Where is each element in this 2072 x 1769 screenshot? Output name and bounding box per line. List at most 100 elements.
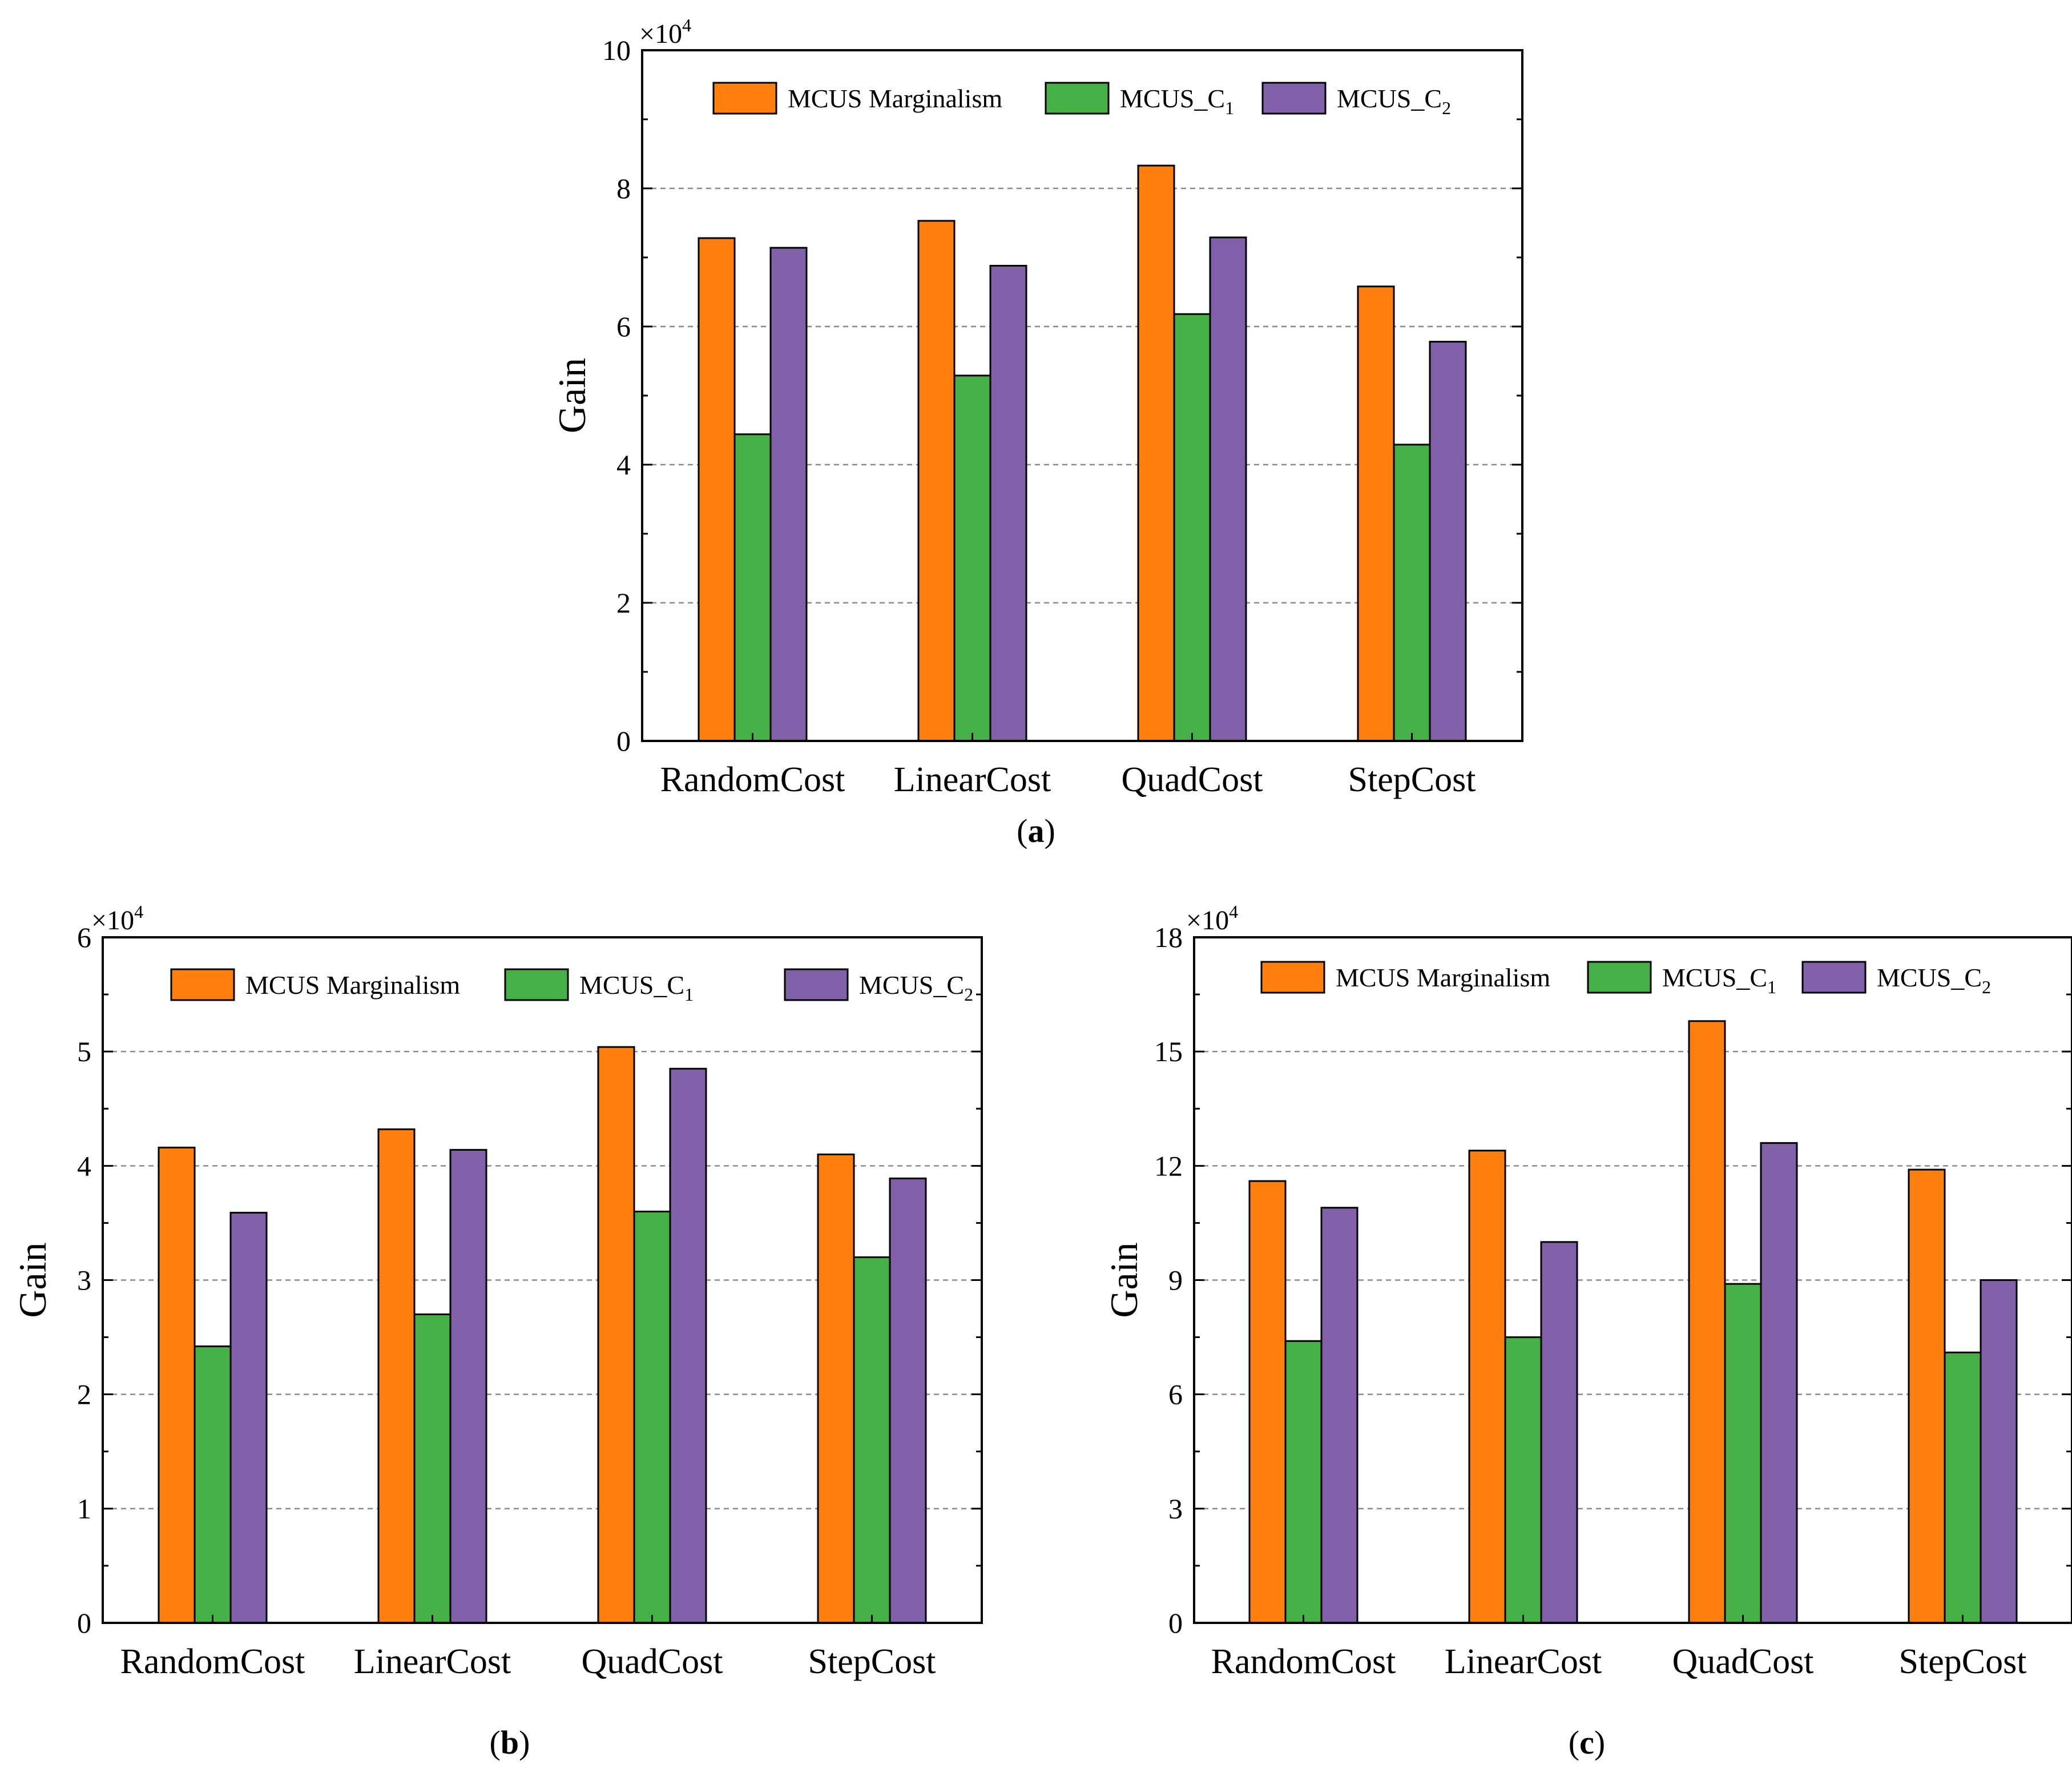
caption-open-paren: ( <box>1569 1724 1579 1761</box>
legend-label-subscript: 2 <box>1982 977 1991 997</box>
legend-label: MCUS_C2 <box>1337 84 1451 118</box>
y-tick-label: 6 <box>616 311 631 342</box>
panel-caption: (a) <box>1017 812 1055 849</box>
bar-mcus-c1-randomcost <box>1284 1340 1323 1624</box>
legend-label: MCUS Marginalism <box>1336 963 1550 992</box>
y-tick-label: 1 <box>77 1493 91 1525</box>
legend-label-subscript: 1 <box>1767 977 1776 997</box>
caption-letter: a <box>1028 812 1045 849</box>
bar-mcus-c2-stepcost <box>1980 1279 2018 1624</box>
bar-mcus-c1-linearcost <box>1504 1336 1542 1624</box>
legend: MCUS Marginalism MCUS_C1 MCUS_C2 <box>170 968 973 1005</box>
caption-close-paren: ) <box>1594 1724 1605 1761</box>
bar-mcus-c1-stepcost <box>1944 1351 1982 1624</box>
bar-mcus-marginalism-linearcost <box>377 1128 416 1624</box>
bar-mcus-c2-linearcost <box>989 265 1027 742</box>
legend-label: MCUS_C2 <box>1877 963 1991 997</box>
y-tick-label: 4 <box>77 1150 91 1182</box>
bar-mcus-marginalism-stepcost <box>1908 1168 1946 1624</box>
y-axis-multiplier: ×104 <box>1186 901 1238 936</box>
legend-swatch <box>504 968 569 1001</box>
plot-frame <box>641 49 1523 742</box>
caption-letter: b <box>501 1724 519 1761</box>
legend-label-subscript: 1 <box>1225 98 1234 118</box>
legend-swatch <box>1260 961 1325 994</box>
legend-label-subscript: 1 <box>684 984 694 1005</box>
y-tick-label: 6 <box>77 921 91 953</box>
multiplier-exponent: 4 <box>134 901 143 922</box>
x-tick-label: QuadCost <box>1122 760 1263 799</box>
bar-mcus-c2-linearcost <box>1540 1241 1578 1624</box>
legend-label: MCUS Marginalism <box>788 84 1002 113</box>
legend-swatch <box>1587 961 1652 994</box>
x-tick-label: LinearCost <box>1445 1642 1602 1681</box>
y-tick-label: 6 <box>1168 1379 1183 1411</box>
legend-label-main: MCUS Marginalism <box>788 84 1002 113</box>
bar-mcus-c2-quadcost <box>1209 236 1247 742</box>
y-axis-multiplier: ×104 <box>91 901 143 936</box>
bar-mcus-c1-linearcost <box>953 374 991 742</box>
plot-frame <box>1193 936 2072 1624</box>
legend-label: MCUS Marginalism <box>245 970 460 1000</box>
bar-mcus-marginalism-quadcost <box>597 1046 635 1624</box>
caption-close-paren: ) <box>519 1724 530 1761</box>
bar-mcus-c2-stepcost <box>1429 341 1467 742</box>
legend-label: MCUS_C1 <box>1120 84 1234 118</box>
bar-mcus-c2-stepcost <box>889 1177 927 1624</box>
legend-label-main: MCUS_C <box>579 970 684 1000</box>
bar-mcus-c1-stepcost <box>1393 444 1431 742</box>
bar-mcus-marginalism-quadcost <box>1137 164 1175 742</box>
x-tick-label: StepCost <box>1899 1642 2027 1681</box>
bar-mcus-c1-linearcost <box>413 1313 452 1624</box>
bar-mcus-c1-quadcost <box>633 1210 671 1624</box>
legend-label-subscript: 2 <box>964 984 973 1005</box>
legend-swatch <box>1261 82 1327 115</box>
y-axis-title: Gain <box>550 358 594 433</box>
legend-label-main: MCUS_C <box>1877 963 1982 992</box>
multiplier-base: ×10 <box>1186 905 1229 936</box>
y-tick-label: 10 <box>602 34 631 66</box>
legend-swatch <box>170 968 235 1001</box>
panel-caption: (c) <box>1569 1724 1605 1761</box>
legend: MCUS Marginalism MCUS_C1 MCUS_C2 <box>712 82 1451 118</box>
y-tick-label: 2 <box>77 1379 91 1411</box>
chart-panel-b: RandomCost LinearCost QuadCost StepCost 0 1 2 3… <box>11 901 983 1761</box>
caption-close-paren: ) <box>1045 812 1055 849</box>
x-tick-label: StepCost <box>808 1642 936 1681</box>
y-tick-label: 0 <box>616 725 631 757</box>
bar-mcus-marginalism-linearcost <box>917 220 956 742</box>
bar-mcus-marginalism-randomcost <box>1248 1180 1287 1624</box>
bar-mcus-marginalism-linearcost <box>1468 1150 1506 1624</box>
y-axis-multiplier: ×104 <box>639 15 691 49</box>
caption-open-paren: ( <box>1017 812 1027 849</box>
multiplier-base: ×10 <box>639 19 682 49</box>
legend: MCUS Marginalism MCUS_C1 MCUS_C2 <box>1260 961 1991 997</box>
y-tick-label: 3 <box>77 1264 91 1296</box>
legend-label-main: MCUS_C <box>1337 84 1442 113</box>
x-tick-label: RandomCost <box>660 760 845 799</box>
bar-mcus-marginalism-stepcost <box>817 1153 855 1624</box>
plot-frame <box>102 936 983 1624</box>
legend-label-main: MCUS_C <box>1662 963 1767 992</box>
bar-mcus-c1-quadcost <box>1173 313 1211 742</box>
legend-label-main: MCUS_C <box>1120 84 1225 113</box>
chart-panel-c: RandomCost LinearCost QuadCost StepCost 0 3 6 9… <box>1102 901 2072 1761</box>
bar-mcus-c2-quadcost <box>669 1067 707 1624</box>
legend-label-main: MCUS_C <box>859 970 964 1000</box>
y-tick-label: 15 <box>1154 1035 1183 1067</box>
x-tick-label: QuadCost <box>1672 1642 1814 1681</box>
legend-label: MCUS_C1 <box>579 970 694 1005</box>
y-tick-label: 2 <box>616 587 631 619</box>
multiplier-base: ×10 <box>91 905 134 936</box>
y-tick-label: 0 <box>1168 1607 1183 1639</box>
bar-mcus-marginalism-quadcost <box>1688 1020 1726 1624</box>
y-tick-label: 4 <box>616 449 631 481</box>
legend-swatch <box>784 968 849 1001</box>
bar-mcus-c2-quadcost <box>1760 1142 1798 1624</box>
y-axis-title: Gain <box>1102 1242 1146 1317</box>
bar-mcus-marginalism-randomcost <box>158 1146 196 1624</box>
x-tick-label: LinearCost <box>354 1642 511 1681</box>
multiplier-exponent: 4 <box>682 15 691 35</box>
x-tick-label: RandomCost <box>1211 1642 1396 1681</box>
bar-mcus-marginalism-randomcost <box>698 237 736 742</box>
